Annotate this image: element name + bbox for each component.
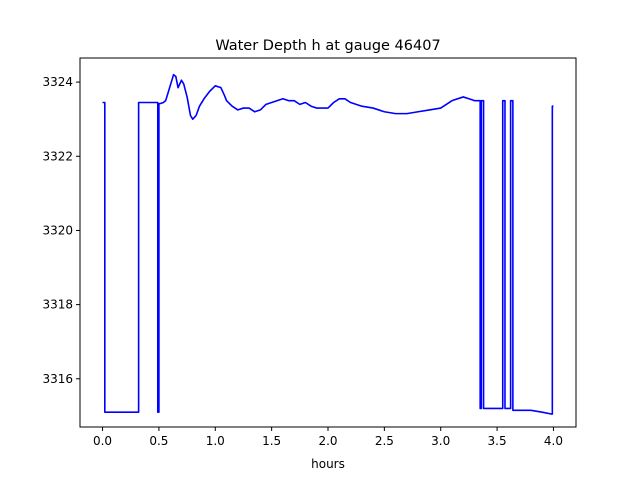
x-tick-label: 2.0 [318,434,337,448]
x-axis: 0.0 0.5 1.0 1.5 2.0 2.5 3.0 3.5 4.0 [93,427,563,448]
y-axis: 3316 3318 3320 3322 3324 [42,75,80,386]
x-tick-label: 3.5 [488,434,507,448]
water-depth-line [102,73,554,415]
x-tick-label: 4.0 [544,434,563,448]
x-tick-label: 2.5 [375,434,394,448]
y-tick-label: 3318 [42,298,73,312]
x-axis-label: hours [311,457,345,471]
y-tick-label: 3322 [42,149,73,163]
y-tick-label: 3320 [42,223,73,237]
y-tick-label: 3316 [42,372,73,386]
x-tick-label: 1.0 [206,434,225,448]
x-tick-label: 3.0 [431,434,450,448]
plot-area [102,73,554,415]
x-tick-label: 1.5 [262,434,281,448]
x-tick-label: 0.0 [93,434,112,448]
x-tick-label: 0.5 [149,434,168,448]
chart-title: Water Depth h at gauge 46407 [215,38,440,54]
y-tick-label: 3324 [42,75,73,89]
